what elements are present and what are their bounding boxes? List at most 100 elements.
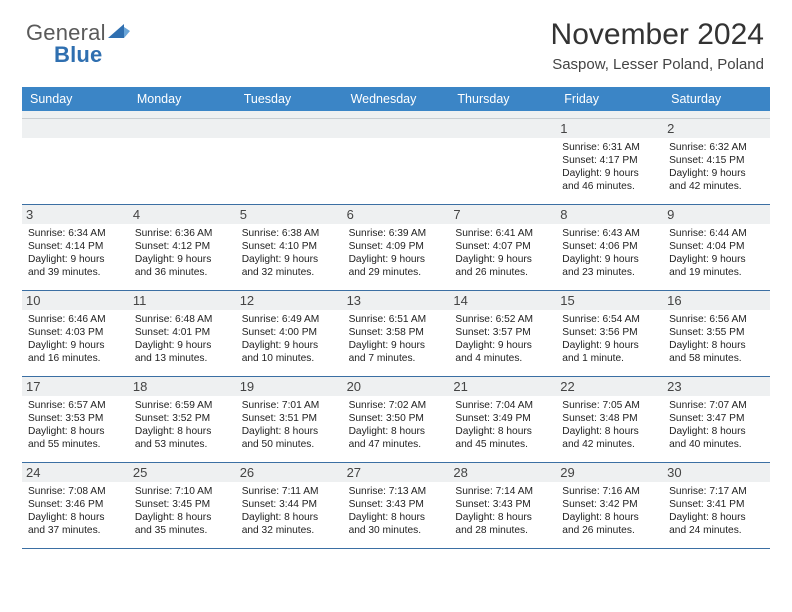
day-cell: 29Sunrise: 7:16 AMSunset: 3:42 PMDayligh… <box>556 463 663 549</box>
day-number: 20 <box>343 377 450 396</box>
sunset-text: Sunset: 3:49 PM <box>455 412 550 425</box>
day-number: 2 <box>663 119 770 138</box>
dow-header-row: Sunday Monday Tuesday Wednesday Thursday… <box>22 87 770 111</box>
daylight-text: Daylight: 8 hours and 28 minutes. <box>455 511 550 537</box>
sunset-text: Sunset: 3:43 PM <box>455 498 550 511</box>
day-cell: . <box>449 119 556 205</box>
sunset-text: Sunset: 4:01 PM <box>135 326 230 339</box>
logo: General Blue <box>26 20 130 68</box>
sunset-text: Sunset: 3:56 PM <box>562 326 657 339</box>
day-cell: 26Sunrise: 7:11 AMSunset: 3:44 PMDayligh… <box>236 463 343 549</box>
sunrise-text: Sunrise: 6:32 AM <box>669 141 764 154</box>
daylight-text: Daylight: 9 hours and 26 minutes. <box>455 253 550 279</box>
day-cell: 30Sunrise: 7:17 AMSunset: 3:41 PMDayligh… <box>663 463 770 549</box>
week-row: 3Sunrise: 6:34 AMSunset: 4:14 PMDaylight… <box>22 205 770 291</box>
day-number: 11 <box>129 291 236 310</box>
sunset-text: Sunset: 3:53 PM <box>28 412 123 425</box>
daylight-text: Daylight: 8 hours and 45 minutes. <box>455 425 550 451</box>
daylight-text: Daylight: 9 hours and 42 minutes. <box>669 167 764 193</box>
day-cell: 28Sunrise: 7:14 AMSunset: 3:43 PMDayligh… <box>449 463 556 549</box>
daylight-text: Daylight: 9 hours and 36 minutes. <box>135 253 230 279</box>
day-cell: 21Sunrise: 7:04 AMSunset: 3:49 PMDayligh… <box>449 377 556 463</box>
sunrise-text: Sunrise: 7:05 AM <box>562 399 657 412</box>
day-cell: 27Sunrise: 7:13 AMSunset: 3:43 PMDayligh… <box>343 463 450 549</box>
day-number: 18 <box>129 377 236 396</box>
day-cell: 10Sunrise: 6:46 AMSunset: 4:03 PMDayligh… <box>22 291 129 377</box>
sunrise-text: Sunrise: 6:39 AM <box>349 227 444 240</box>
day-cell: 13Sunrise: 6:51 AMSunset: 3:58 PMDayligh… <box>343 291 450 377</box>
daylight-text: Daylight: 9 hours and 13 minutes. <box>135 339 230 365</box>
sunset-text: Sunset: 3:48 PM <box>562 412 657 425</box>
daylight-text: Daylight: 9 hours and 7 minutes. <box>349 339 444 365</box>
day-cell: 8Sunrise: 6:43 AMSunset: 4:06 PMDaylight… <box>556 205 663 291</box>
daylight-text: Daylight: 8 hours and 47 minutes. <box>349 425 444 451</box>
day-cell: 9Sunrise: 6:44 AMSunset: 4:04 PMDaylight… <box>663 205 770 291</box>
daylight-text: Daylight: 8 hours and 42 minutes. <box>562 425 657 451</box>
day-number: 13 <box>343 291 450 310</box>
day-cell: 12Sunrise: 6:49 AMSunset: 4:00 PMDayligh… <box>236 291 343 377</box>
day-number: 24 <box>22 463 129 482</box>
sunrise-text: Sunrise: 7:13 AM <box>349 485 444 498</box>
dow-tuesday: Tuesday <box>236 87 343 111</box>
day-cell: 19Sunrise: 7:01 AMSunset: 3:51 PMDayligh… <box>236 377 343 463</box>
sunrise-text: Sunrise: 6:49 AM <box>242 313 337 326</box>
sunset-text: Sunset: 4:14 PM <box>28 240 123 253</box>
day-number: . <box>236 119 343 138</box>
day-cell: . <box>129 119 236 205</box>
day-number: 4 <box>129 205 236 224</box>
header-spacer <box>22 111 770 119</box>
sunset-text: Sunset: 3:41 PM <box>669 498 764 511</box>
day-number: . <box>22 119 129 138</box>
location-subtitle: Saspow, Lesser Poland, Poland <box>22 56 764 73</box>
sunset-text: Sunset: 4:06 PM <box>562 240 657 253</box>
sunrise-text: Sunrise: 6:44 AM <box>669 227 764 240</box>
sunset-text: Sunset: 4:07 PM <box>455 240 550 253</box>
sunrise-text: Sunrise: 6:51 AM <box>349 313 444 326</box>
daylight-text: Daylight: 8 hours and 35 minutes. <box>135 511 230 537</box>
week-row: 17Sunrise: 6:57 AMSunset: 3:53 PMDayligh… <box>22 377 770 463</box>
daylight-text: Daylight: 8 hours and 58 minutes. <box>669 339 764 365</box>
calendar: Sunday Monday Tuesday Wednesday Thursday… <box>22 87 770 549</box>
sunrise-text: Sunrise: 6:43 AM <box>562 227 657 240</box>
day-number: 25 <box>129 463 236 482</box>
day-number: 5 <box>236 205 343 224</box>
day-number: 7 <box>449 205 556 224</box>
sunrise-text: Sunrise: 6:46 AM <box>28 313 123 326</box>
sunset-text: Sunset: 4:00 PM <box>242 326 337 339</box>
day-cell: 5Sunrise: 6:38 AMSunset: 4:10 PMDaylight… <box>236 205 343 291</box>
sunrise-text: Sunrise: 7:10 AM <box>135 485 230 498</box>
daylight-text: Daylight: 9 hours and 23 minutes. <box>562 253 657 279</box>
sunrise-text: Sunrise: 6:34 AM <box>28 227 123 240</box>
sunrise-text: Sunrise: 7:04 AM <box>455 399 550 412</box>
day-cell: 2Sunrise: 6:32 AMSunset: 4:15 PMDaylight… <box>663 119 770 205</box>
day-number: 12 <box>236 291 343 310</box>
day-number: 10 <box>22 291 129 310</box>
sunset-text: Sunset: 3:51 PM <box>242 412 337 425</box>
sunrise-text: Sunrise: 6:36 AM <box>135 227 230 240</box>
sunrise-text: Sunrise: 7:11 AM <box>242 485 337 498</box>
week-row: .....1Sunrise: 6:31 AMSunset: 4:17 PMDay… <box>22 119 770 205</box>
daylight-text: Daylight: 9 hours and 16 minutes. <box>28 339 123 365</box>
daylight-text: Daylight: 8 hours and 37 minutes. <box>28 511 123 537</box>
day-cell: 22Sunrise: 7:05 AMSunset: 3:48 PMDayligh… <box>556 377 663 463</box>
sunrise-text: Sunrise: 6:54 AM <box>562 313 657 326</box>
dow-wednesday: Wednesday <box>343 87 450 111</box>
dow-saturday: Saturday <box>663 87 770 111</box>
sunrise-text: Sunrise: 7:08 AM <box>28 485 123 498</box>
sunrise-text: Sunrise: 7:14 AM <box>455 485 550 498</box>
dow-thursday: Thursday <box>449 87 556 111</box>
day-cell: 20Sunrise: 7:02 AMSunset: 3:50 PMDayligh… <box>343 377 450 463</box>
sunset-text: Sunset: 3:42 PM <box>562 498 657 511</box>
daylight-text: Daylight: 8 hours and 30 minutes. <box>349 511 444 537</box>
day-cell: . <box>343 119 450 205</box>
day-number: 19 <box>236 377 343 396</box>
week-row: 24Sunrise: 7:08 AMSunset: 3:46 PMDayligh… <box>22 463 770 549</box>
sunrise-text: Sunrise: 7:02 AM <box>349 399 444 412</box>
sunrise-text: Sunrise: 6:52 AM <box>455 313 550 326</box>
sunset-text: Sunset: 4:04 PM <box>669 240 764 253</box>
day-cell: 23Sunrise: 7:07 AMSunset: 3:47 PMDayligh… <box>663 377 770 463</box>
sunset-text: Sunset: 3:44 PM <box>242 498 337 511</box>
day-cell: . <box>22 119 129 205</box>
sunrise-text: Sunrise: 7:07 AM <box>669 399 764 412</box>
day-cell: 18Sunrise: 6:59 AMSunset: 3:52 PMDayligh… <box>129 377 236 463</box>
